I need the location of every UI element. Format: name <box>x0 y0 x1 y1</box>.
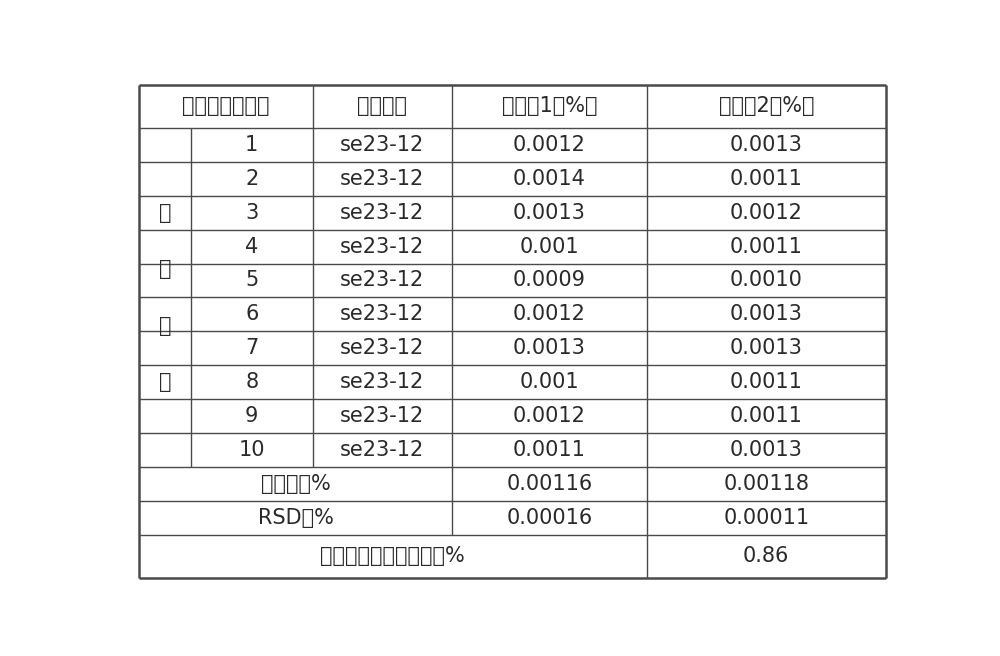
Text: 测定偃2（%）: 测定偃2（%） <box>719 96 814 116</box>
Text: 试样编号: 试样编号 <box>357 96 407 116</box>
Text: 0.00016: 0.00016 <box>506 508 592 527</box>
Text: 0.0013: 0.0013 <box>730 304 803 324</box>
Text: 0.0011: 0.0011 <box>730 169 803 189</box>
Text: 平行样品编号号: 平行样品编号号 <box>182 96 270 116</box>
Text: se23-12: se23-12 <box>340 169 424 189</box>
Text: 0.0012: 0.0012 <box>730 203 803 222</box>
Text: 0.0013: 0.0013 <box>730 338 803 358</box>
Text: 2: 2 <box>245 169 258 189</box>
Text: se23-12: se23-12 <box>340 372 424 392</box>
Text: 0.00116: 0.00116 <box>506 474 592 494</box>
Text: se23-12: se23-12 <box>340 440 424 460</box>
Text: 0.0010: 0.0010 <box>730 270 803 291</box>
Text: 平行样相对标准偏差，%: 平行样相对标准偏差，% <box>320 546 465 566</box>
Text: se23-12: se23-12 <box>340 338 424 358</box>
Text: 8: 8 <box>245 372 258 392</box>
Text: 0.0011: 0.0011 <box>730 372 803 392</box>
Text: 0.0011: 0.0011 <box>513 440 586 460</box>
Text: 结: 结 <box>159 316 171 336</box>
Text: 0.0013: 0.0013 <box>730 135 803 155</box>
Text: 10: 10 <box>238 440 265 460</box>
Text: 9: 9 <box>245 406 258 426</box>
Text: 5: 5 <box>245 270 258 291</box>
Text: se23-12: se23-12 <box>340 237 424 256</box>
Text: 0.00011: 0.00011 <box>723 508 809 527</box>
Text: se23-12: se23-12 <box>340 203 424 222</box>
Text: 果: 果 <box>159 372 171 392</box>
Text: 3: 3 <box>245 203 258 222</box>
Text: 0.0012: 0.0012 <box>513 135 586 155</box>
Text: 测: 测 <box>159 203 171 222</box>
Text: 测定偃1（%）: 测定偃1（%） <box>502 96 597 116</box>
Text: 0.001: 0.001 <box>520 237 579 256</box>
Text: 0.86: 0.86 <box>743 546 790 566</box>
Text: 平均値，%: 平均値，% <box>261 474 330 494</box>
Text: 0.001: 0.001 <box>520 372 579 392</box>
Text: 0.0013: 0.0013 <box>513 203 586 222</box>
Text: 定: 定 <box>159 259 171 279</box>
Text: se23-12: se23-12 <box>340 270 424 291</box>
Text: 4: 4 <box>245 237 258 256</box>
Text: 0.0012: 0.0012 <box>513 406 586 426</box>
Text: 0.0012: 0.0012 <box>513 304 586 324</box>
Text: 6: 6 <box>245 304 258 324</box>
Text: 0.0009: 0.0009 <box>513 270 586 291</box>
Text: 0.0013: 0.0013 <box>513 338 586 358</box>
Text: 1: 1 <box>245 135 258 155</box>
Text: se23-12: se23-12 <box>340 406 424 426</box>
Text: 0.00118: 0.00118 <box>723 474 809 494</box>
Text: 0.0013: 0.0013 <box>730 440 803 460</box>
Text: 0.0014: 0.0014 <box>513 169 586 189</box>
Text: 0.0011: 0.0011 <box>730 237 803 256</box>
Text: 7: 7 <box>245 338 258 358</box>
Text: 0.0011: 0.0011 <box>730 406 803 426</box>
Text: se23-12: se23-12 <box>340 135 424 155</box>
Text: RSD，%: RSD，% <box>258 508 333 527</box>
Text: se23-12: se23-12 <box>340 304 424 324</box>
